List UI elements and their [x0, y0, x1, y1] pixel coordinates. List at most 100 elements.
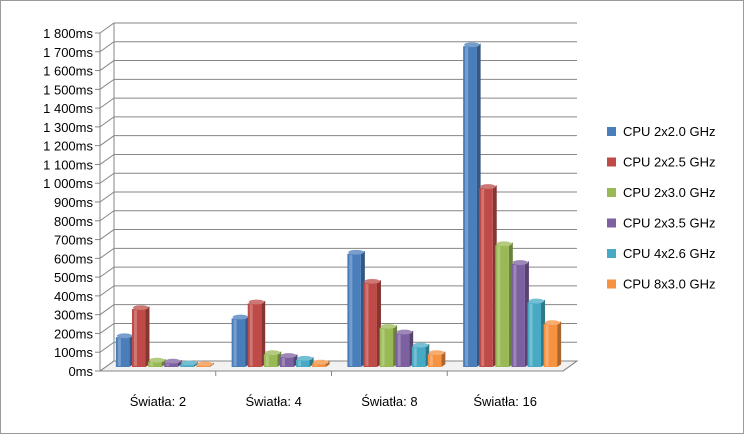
bar: [247, 299, 266, 367]
y-tick-label: 1 500ms: [43, 82, 93, 97]
y-tick-label: 600ms: [54, 251, 94, 266]
y-tick-label: 1 100ms: [43, 157, 93, 172]
y-tick-label: 1 700ms: [43, 45, 93, 60]
bar-highlight: [365, 283, 369, 366]
legend-label: CPU 8x3.0 GHz: [623, 277, 715, 292]
y-tick-label: 900ms: [54, 195, 94, 210]
y-tick-label: 1 000ms: [43, 176, 93, 191]
bar-highlight: [166, 363, 170, 366]
bar: [164, 358, 182, 367]
bar-side: [177, 359, 182, 367]
bar: [511, 260, 529, 367]
bar-highlight: [249, 304, 253, 366]
bar-highlight: [182, 365, 186, 366]
legend-swatch: [607, 157, 616, 167]
bar-highlight: [233, 319, 237, 366]
bar: [543, 320, 562, 367]
bar-cap: [165, 358, 181, 364]
bar: [231, 314, 250, 367]
bar-cap: [197, 361, 213, 367]
bars-layer: [115, 42, 562, 368]
gridline: [99, 22, 577, 34]
legend-swatch: [607, 218, 616, 228]
bar: [148, 357, 166, 367]
bar-highlight: [150, 362, 154, 366]
x-category-label: Światła: 4: [245, 394, 301, 409]
bar-side: [145, 306, 150, 367]
bar: [180, 360, 198, 367]
bar: [527, 298, 546, 367]
bar-cap: [380, 324, 397, 329]
y-tick-label: 200ms: [54, 326, 94, 341]
y-tick-label: 800ms: [54, 214, 94, 229]
bar-cap: [364, 278, 380, 284]
bar-side: [557, 321, 562, 367]
bar: [379, 324, 398, 367]
bar-highlight: [513, 264, 517, 366]
legend-label: CPU 2x3.5 GHz: [623, 216, 715, 231]
bar-cap: [396, 329, 413, 335]
gridline: [99, 78, 577, 90]
legend-swatch: [607, 279, 616, 289]
bar: [263, 350, 282, 367]
bar: [479, 184, 497, 367]
bar-side: [261, 300, 266, 367]
y-tick-label: 1 400ms: [43, 101, 93, 116]
bar-front: [279, 356, 294, 367]
y-tick-label: 400ms: [54, 289, 94, 304]
bar: [463, 42, 481, 368]
bar: [347, 249, 365, 367]
bar: [296, 355, 314, 367]
bar-cap: [480, 184, 496, 189]
gridline: [99, 135, 577, 147]
bar-front: [164, 362, 178, 367]
bar-side: [193, 361, 198, 367]
bar-cap: [264, 350, 281, 356]
bar: [196, 361, 214, 367]
bar-highlight: [298, 360, 302, 366]
bar-side: [325, 360, 330, 367]
bar-cap: [297, 355, 313, 361]
bar-cap: [116, 333, 133, 339]
bar-cap: [248, 299, 265, 305]
legend-swatch: [607, 127, 616, 136]
bar: [279, 353, 298, 367]
bar-highlight: [429, 355, 433, 366]
bar-cap: [132, 305, 149, 311]
gridline: [99, 153, 577, 165]
bar-highlight: [481, 188, 485, 366]
y-tick-label: 1 200ms: [43, 139, 93, 154]
bar: [411, 342, 430, 367]
bar-cap: [428, 350, 445, 356]
bar-highlight: [465, 47, 469, 367]
bar-front: [148, 361, 162, 367]
bar-front: [180, 364, 194, 367]
legend-label: CPU 2x2.0 GHz: [623, 124, 715, 139]
legend-label: CPU 2x2.5 GHz: [623, 155, 715, 170]
bar-front: [312, 363, 326, 367]
y-tick-label: 500ms: [54, 270, 94, 285]
y-tick-label: 100ms: [54, 345, 94, 360]
bar-highlight: [314, 364, 318, 366]
y-tick-label: 1 300ms: [43, 120, 93, 135]
bar-highlight: [529, 303, 533, 366]
gridline: [99, 229, 577, 240]
legend-label: CPU 2x3.0 GHz: [623, 185, 715, 200]
bar: [312, 359, 330, 367]
gridline: [99, 116, 577, 128]
legend-label: CPU 4x2.6 GHz: [623, 246, 715, 261]
bar-side: [441, 351, 446, 367]
gridline: [99, 172, 577, 184]
bar-highlight: [281, 357, 285, 366]
bar-cap: [528, 298, 545, 304]
bar-highlight: [265, 355, 269, 366]
legend-swatch: [607, 188, 616, 197]
bar-highlight: [349, 254, 353, 366]
gridline: [99, 60, 577, 71]
bar-highlight: [545, 325, 549, 366]
gridline: [99, 210, 577, 222]
y-tick-label: 300ms: [54, 308, 94, 323]
bar: [495, 241, 513, 367]
